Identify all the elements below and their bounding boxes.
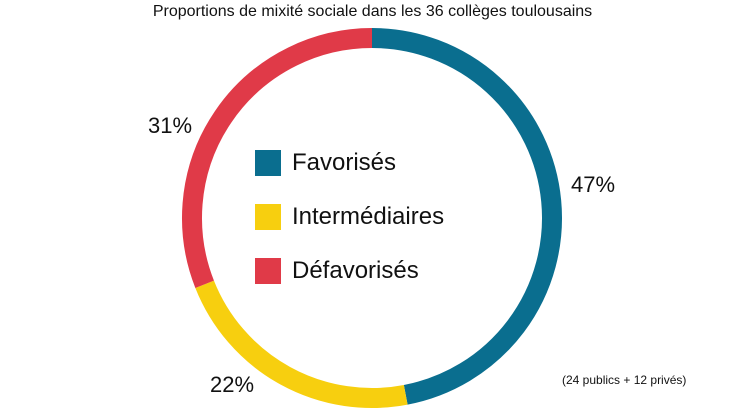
legend-label-intermediaires: Intermédiaires bbox=[292, 203, 445, 230]
chart-title: Proportions de mixité sociale dans les 3… bbox=[152, 3, 593, 20]
donut-slice-defavorises bbox=[182, 28, 373, 288]
legend-item-favorises: Favorisés bbox=[255, 149, 444, 176]
legend: Favorisés Intermédiaires Défavorisés bbox=[255, 149, 445, 312]
donut-slice-favorises bbox=[371, 28, 562, 405]
legend-item-intermediaires: Intermédiaires bbox=[255, 203, 445, 230]
legend-swatch-defavorises bbox=[255, 258, 281, 284]
slice-label-favorises: 47% bbox=[571, 172, 616, 197]
legend-item-defavorises: Défavorisés bbox=[255, 257, 444, 284]
legend-swatch-intermediaires bbox=[255, 204, 281, 230]
legend-label-favorises: Favorisés bbox=[292, 149, 397, 176]
slice-label-defavorises: 31% bbox=[148, 113, 193, 138]
chart-note: (24 publics + 12 privés) bbox=[562, 373, 687, 387]
legend-swatch-favorises bbox=[255, 150, 281, 176]
donut-slice-intermediaires bbox=[195, 280, 408, 408]
slice-label-intermediaires: 22% bbox=[210, 372, 255, 397]
legend-label-defavorises: Défavorisés bbox=[292, 257, 419, 284]
